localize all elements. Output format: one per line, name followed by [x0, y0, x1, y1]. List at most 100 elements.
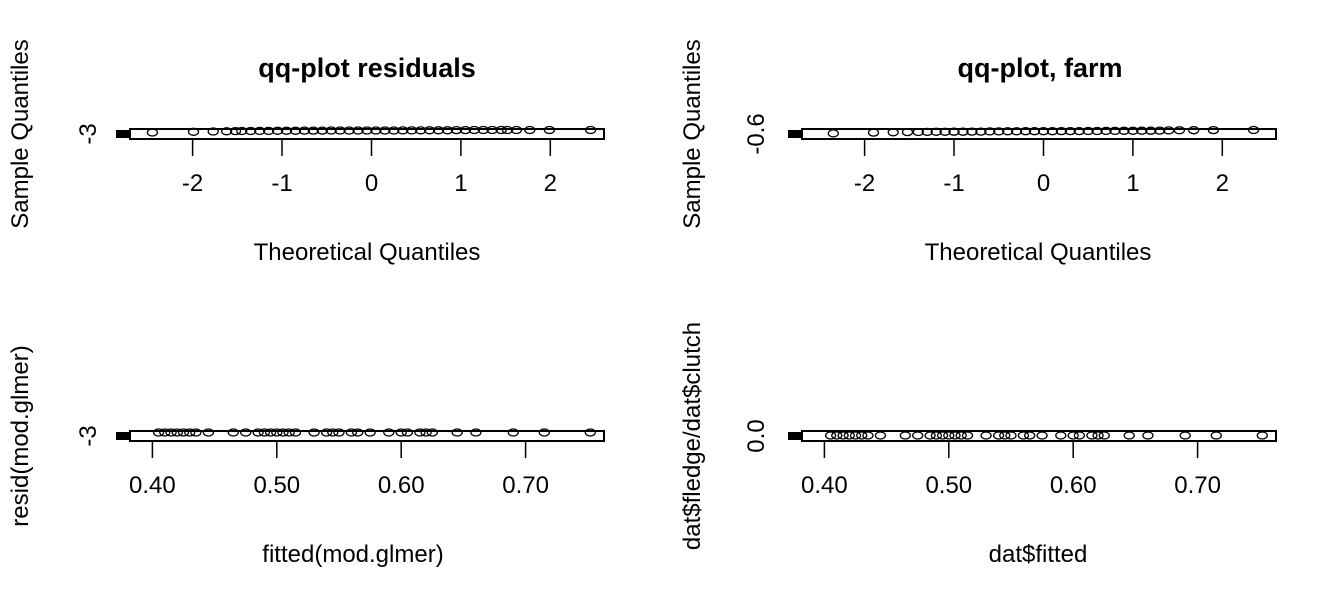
data-point [171, 428, 183, 437]
data-point [227, 428, 239, 437]
data-point [220, 127, 233, 136]
data-point [451, 428, 463, 437]
data-point [1127, 126, 1139, 135]
data-point [1046, 127, 1059, 136]
data-point [1247, 125, 1260, 135]
panel-3-x-axis-label: fitted(mod.glmer) [262, 541, 443, 568]
data-point [867, 128, 880, 137]
data-point [939, 127, 951, 136]
x-tick-label: 0.70 [1174, 472, 1221, 499]
data-point [277, 428, 289, 437]
data-point [229, 126, 242, 136]
panel-1-y-axis-label: Sample Quantiles [7, 39, 34, 228]
data-point [190, 428, 202, 437]
panel-4-y-axis-label: dat$fledge/dat$clutch [679, 322, 706, 550]
data-point [177, 428, 190, 437]
data-point [1055, 431, 1067, 440]
panel-3-y-axis-label: resid(mod.glmer) [7, 345, 34, 526]
data-point [152, 428, 165, 437]
x-tick-label: -2 [854, 170, 875, 197]
data-point [584, 125, 597, 135]
panel-2-y-tick-label: -0.6 [743, 113, 770, 154]
data-point [948, 127, 960, 136]
data-point [510, 125, 523, 135]
data-point [1142, 431, 1154, 440]
x-tick-label: 0.40 [801, 472, 848, 499]
data-point [936, 431, 949, 440]
data-point [262, 126, 275, 136]
data-point [943, 431, 955, 440]
data-point [856, 431, 868, 440]
panel-resid-fitted: 0.40 0.50 0.60 0.70 -3 fitted(mod.glmer) re… [7, 345, 605, 568]
data-point [352, 126, 364, 135]
x-tick-label: -1 [943, 170, 964, 197]
panel-1-truncated-marker [116, 130, 130, 138]
data-point [1179, 431, 1191, 440]
data-point [975, 127, 987, 136]
data-point [308, 428, 320, 437]
x-tick-label: 0.40 [129, 472, 176, 499]
data-point [961, 431, 974, 440]
data-point [1086, 431, 1098, 440]
data-point [924, 431, 936, 440]
data-point [901, 127, 914, 137]
data-point [258, 428, 271, 437]
data-point [477, 125, 489, 135]
panel-qq-residuals: qq-plot residuals -2 -1 0 1 2 -3 Theoretical… [7, 39, 605, 266]
panel-2-x-axis: -2 -1 0 1 2 [854, 139, 1229, 197]
data-point [1100, 126, 1112, 136]
data-point [426, 428, 438, 437]
data-point [912, 127, 924, 137]
panel-2-title: qq-plot, farm [958, 53, 1123, 83]
data-point [254, 126, 266, 136]
data-point [992, 431, 1005, 440]
x-tick-label: 2 [1216, 170, 1229, 197]
data-point [543, 125, 556, 135]
data-point [271, 428, 283, 437]
data-point [874, 431, 887, 440]
data-point [383, 428, 395, 437]
data-point [827, 129, 839, 138]
data-point [159, 428, 171, 437]
panel-qq-farm: qq-plot, farm -2 -1 0 1 2 -0.6 Theoretical Q… [679, 39, 1277, 266]
panel-3-y-tick-label: -3 [75, 425, 102, 446]
data-point [1005, 431, 1017, 440]
data-point [345, 428, 358, 437]
data-point [899, 431, 911, 440]
data-point [468, 125, 480, 135]
data-point [184, 428, 196, 437]
data-point [388, 126, 400, 135]
panel-2-x-axis-label: Theoretical Quantiles [925, 239, 1152, 266]
data-point [420, 428, 432, 437]
x-tick-label: -1 [271, 170, 292, 197]
panel-4-y-tick-label: 0.0 [743, 419, 770, 452]
data-point [450, 125, 463, 135]
data-point [1037, 127, 1050, 136]
data-point [280, 126, 293, 135]
x-tick-label: 1 [454, 170, 467, 197]
panel-3-truncated-marker [116, 432, 130, 440]
data-point [501, 125, 514, 135]
data-point [1136, 126, 1148, 135]
data-point [837, 431, 849, 440]
panel-3-points [152, 428, 596, 437]
data-point [1091, 126, 1103, 136]
data-point [361, 126, 373, 135]
data-point [1173, 126, 1186, 135]
panel-1-points [146, 125, 597, 137]
data-point [283, 428, 295, 437]
x-tick-label: 0 [1037, 170, 1050, 197]
data-point [507, 428, 519, 437]
x-tick-label: -2 [182, 170, 203, 197]
data-point [999, 431, 1011, 440]
data-point [165, 428, 177, 437]
data-point [1067, 431, 1079, 440]
data-point [289, 126, 302, 135]
data-point [949, 431, 961, 440]
data-point [1256, 431, 1268, 440]
panel-2-truncated-marker [788, 130, 802, 138]
x-tick-label: 0.50 [253, 472, 300, 499]
data-point [1010, 127, 1023, 136]
data-point [1098, 431, 1110, 440]
